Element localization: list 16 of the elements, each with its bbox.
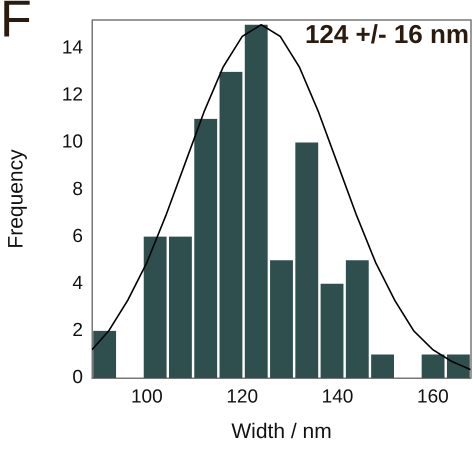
x-tick-label: 120 [226, 386, 258, 408]
y-tick-label: 4 [72, 273, 84, 294]
annotation: 124 +/- 16 nm [304, 19, 469, 50]
text: F [0, 0, 32, 48]
y-tick-label: 0 [72, 367, 83, 388]
y-tick-label: 12 [62, 84, 83, 106]
y-tick-label: 8 [72, 178, 83, 200]
y-tick-label: 10 [62, 132, 83, 153]
y-axis-title: Frequency [4, 148, 28, 249]
x-tick-label: 100 [130, 386, 163, 408]
x-tick-label: 160 [417, 386, 449, 408]
y-tick-label: 14 [62, 38, 84, 58]
x-tick-label: 140 [322, 386, 354, 408]
y-tick-label: 6 [72, 226, 83, 247]
y-tick-label: 2 [72, 320, 83, 342]
x-axis-title: Width / nm [231, 420, 332, 444]
